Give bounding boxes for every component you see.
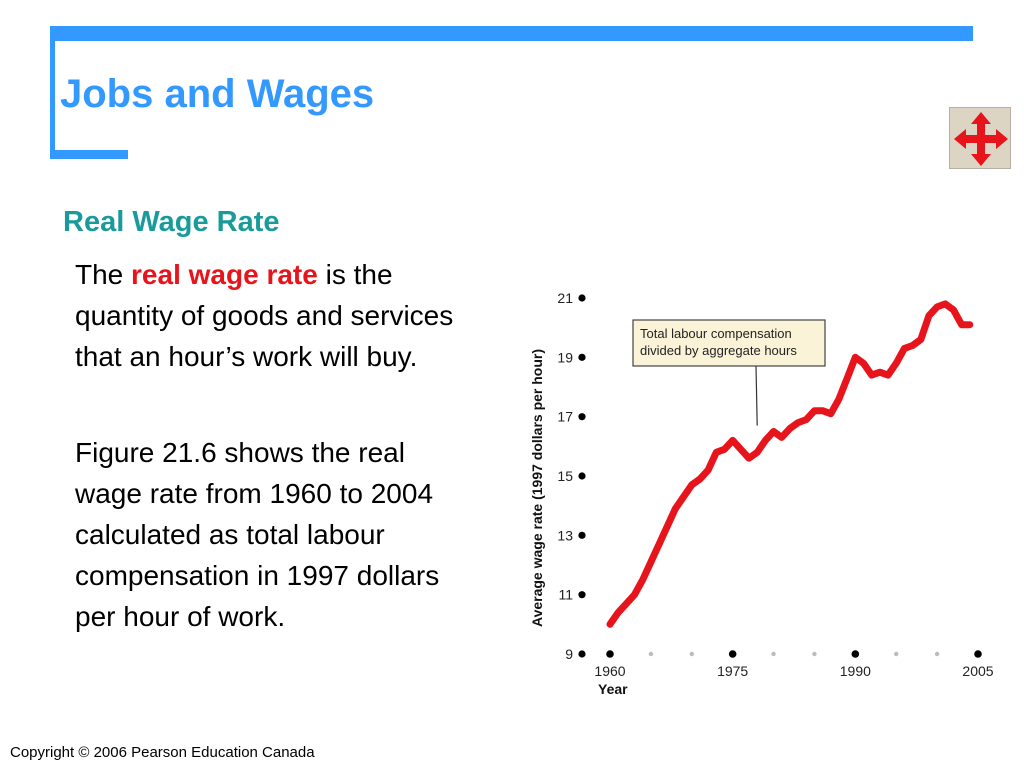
y-tick-dot: [578, 413, 586, 421]
annotation-text: Total labour compensation: [640, 326, 792, 341]
figure-description-paragraph: Figure 21.6 shows the real wage rate fro…: [75, 437, 440, 632]
x-minor-dot: [812, 651, 817, 657]
header-bottom-stub: [50, 150, 128, 159]
slide-subtitle: Real Wage Rate: [63, 206, 280, 238]
annotation-leader: [755, 365, 758, 426]
x-tick-label: 1960: [594, 663, 625, 679]
y-tick-dot: [578, 531, 586, 539]
x-tick-dot: [728, 650, 737, 658]
x-tick-label: 2005: [962, 663, 993, 679]
x-minor-dot: [894, 651, 899, 657]
y-tick-dot: [578, 353, 586, 361]
x-tick-label: 1990: [840, 663, 871, 679]
y-tick-dot: [578, 294, 586, 302]
definition-prefix: The: [75, 259, 132, 290]
annotation-text: divided by aggregate hours: [640, 343, 797, 358]
y-tick-label: 21: [557, 290, 573, 306]
y-tick-label: 17: [557, 409, 573, 425]
highlight-term: real wage rate: [131, 259, 318, 290]
four-arrows-icon: [954, 112, 1008, 166]
y-tick-label: 15: [557, 468, 573, 484]
x-tick-dot: [974, 650, 982, 658]
y-tick-label: 13: [557, 527, 573, 543]
annotation-box: [632, 319, 826, 367]
x-minor-dot: [689, 651, 694, 657]
copyright-notice: Copyright © 2006 Pearson Education Canad…: [10, 744, 315, 761]
x-minor-dot: [648, 651, 654, 657]
y-tick-dot: [578, 472, 586, 480]
header-top-bar: [50, 26, 973, 41]
wage-rate-line: [606, 300, 974, 628]
y-axis-title: Average wage rate (1997 dollars per hour…: [529, 349, 545, 627]
slide-title: Jobs and Wages: [60, 72, 375, 116]
x-minor-dot: [934, 651, 940, 657]
y-tick-label: 11: [558, 587, 573, 603]
definition-suffix: is the quantity of goods and services th…: [75, 259, 454, 372]
y-tick-label: 19: [557, 349, 573, 365]
definition-paragraph: The real wage rate is the quantity of go…: [75, 254, 475, 377]
header-left-bar: [50, 26, 55, 159]
x-axis-title: Year: [598, 681, 628, 697]
x-tick-dot: [851, 650, 860, 658]
y-tick-dot: [578, 650, 586, 658]
x-minor-dot: [771, 651, 776, 657]
navigation-button[interactable]: [949, 107, 1011, 169]
y-tick-dot: [578, 591, 586, 599]
x-tick-dot: [606, 650, 614, 658]
wage-rate-chart: 9 11 13 15 17 19 21 1960 1975 1990 2005 Year Average…: [529, 290, 994, 697]
y-tick-label: 9: [565, 646, 573, 662]
x-tick-label: 1975: [717, 663, 748, 679]
